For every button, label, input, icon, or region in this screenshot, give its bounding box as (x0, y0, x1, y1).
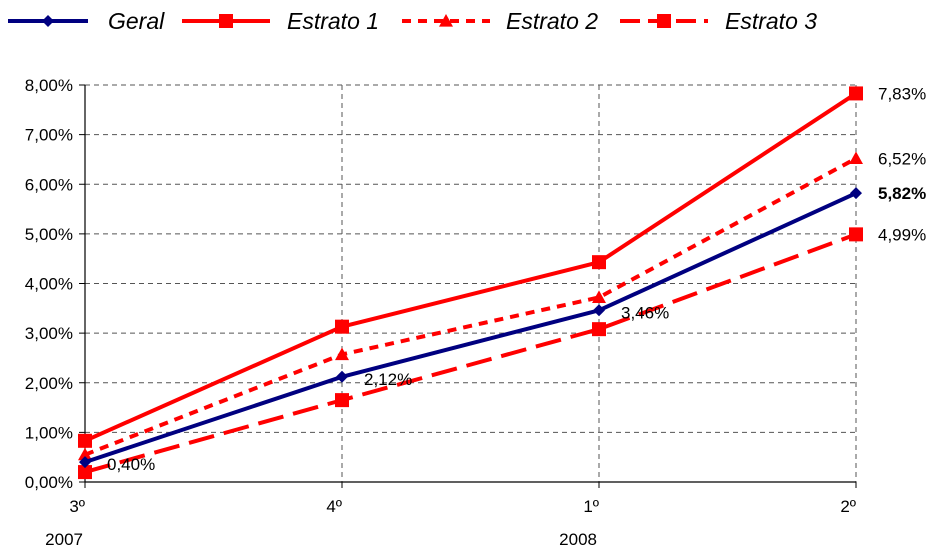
y-tick-label: 4,00% (25, 275, 73, 294)
series-line-estrato-2 (84, 156, 857, 457)
data-point-square (335, 393, 349, 408)
x-tick-label: 3º (69, 497, 85, 516)
data-point-square (219, 14, 233, 28)
data-point-square (657, 14, 671, 28)
data-point-triangle (592, 290, 606, 303)
legend-label: Estrato 3 (725, 8, 817, 34)
x-year-label: 2008 (559, 530, 597, 548)
legend-label: Estrato 1 (287, 8, 379, 34)
y-tick-label: 7,00% (25, 126, 73, 145)
series-line-estrato-3 (84, 232, 857, 475)
data-point-triangle (439, 14, 453, 27)
data-point-square (78, 433, 92, 448)
y-tick-label: 8,00% (25, 76, 73, 95)
data-point-diamond (42, 15, 54, 27)
legend-label: Geral (108, 8, 165, 34)
y-tick-label: 2,00% (25, 374, 73, 393)
x-tick-label: 1º (583, 497, 599, 516)
series-line-estrato-1 (84, 91, 858, 443)
data-label: 4,99% (878, 225, 926, 244)
data-point-diamond (336, 370, 348, 383)
data-point-square (849, 86, 863, 101)
y-tick-label: 0,00% (25, 473, 73, 492)
data-point-square (592, 322, 606, 337)
y-tick-label: 5,00% (25, 225, 73, 244)
data-label: 0,40% (107, 455, 155, 474)
legend-label: Estrato 2 (506, 8, 598, 34)
data-label: 2,12% (364, 370, 412, 389)
data-label: 5,82% (878, 184, 926, 203)
y-tick-label: 6,00% (25, 175, 73, 194)
x-tick-label: 4º (326, 497, 342, 516)
x-tick-label: 2º (840, 497, 856, 516)
data-point-diamond (593, 304, 605, 317)
axes: 0,00% 1,00% 2,00% 3,00% 4,00% 5,00% 6,00% 7,00%… (25, 76, 857, 548)
data-point-square (335, 319, 349, 334)
y-tick-label: 1,00% (25, 423, 73, 442)
data-label: 7,83% (878, 84, 926, 103)
series-group (78, 86, 863, 480)
data-label: 3,46% (621, 303, 669, 322)
gridlines (85, 84, 857, 482)
y-tick-label: 3,00% (25, 324, 73, 343)
data-point-triangle (78, 447, 92, 461)
x-year-label: 2007 (45, 530, 83, 548)
data-label: 6,52% (878, 149, 926, 168)
data-point-square (849, 227, 863, 242)
legend: Geral Estrato 1 Estrato 2 Estrato 3 (8, 8, 817, 34)
data-point-triangle (849, 151, 863, 165)
data-point-diamond (850, 187, 862, 200)
data-point-square (592, 255, 606, 270)
data-point-square (78, 465, 92, 480)
data-labels: 0,40% 2,12% 3,46% 5,82% 7,83% 6,52% 4,99% (107, 84, 926, 474)
data-point-diamond (79, 456, 91, 469)
series-line-geral (84, 191, 857, 465)
data-point-triangle (335, 347, 349, 361)
